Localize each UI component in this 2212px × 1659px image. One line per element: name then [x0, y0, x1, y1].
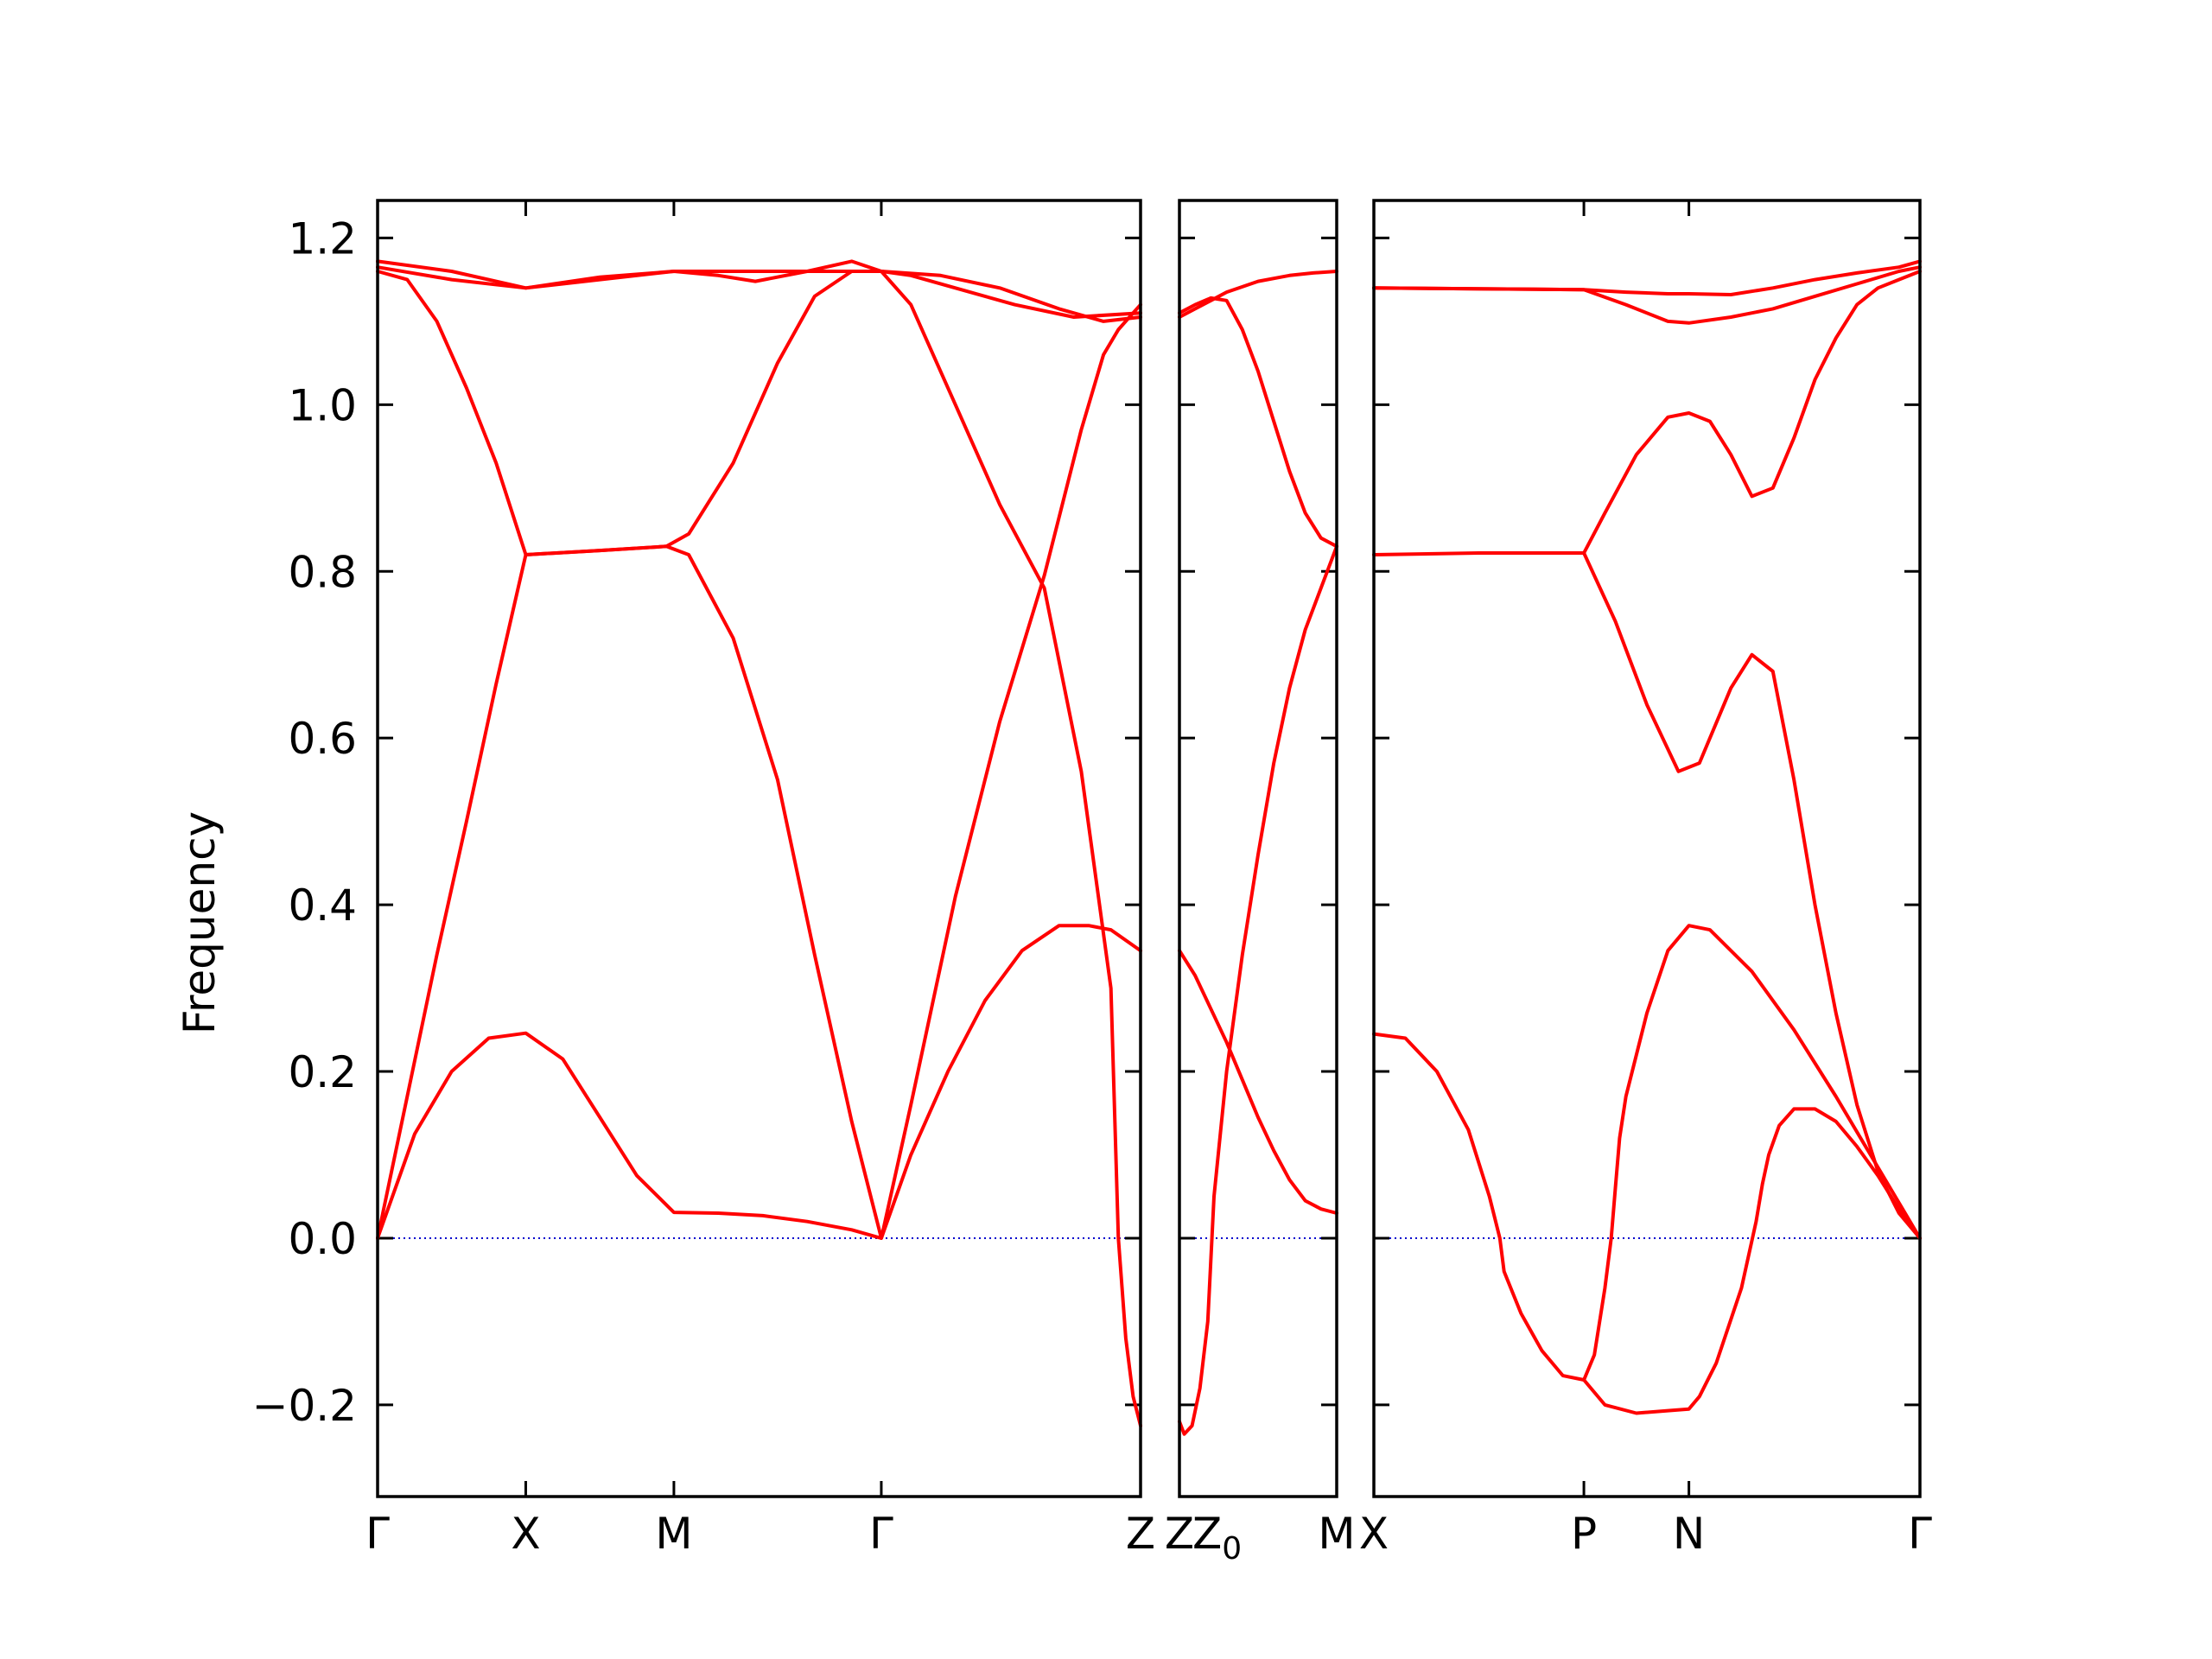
x-tick-label: Γ — [365, 1509, 390, 1559]
panel-frame — [376, 199, 1142, 1498]
x-tick-label: Z0 — [1192, 1509, 1242, 1567]
x-tick-label: Γ — [1908, 1509, 1932, 1559]
phonon-band-line — [1178, 296, 1338, 549]
phonon-band-line — [376, 265, 1142, 323]
x-tick-label: Γ — [869, 1509, 893, 1559]
y-tick-label: −0.2 — [252, 1381, 357, 1431]
x-tick-label: Z — [1126, 1509, 1155, 1559]
y-tick-label: 1.2 — [288, 213, 357, 264]
panel-2: ZZ0 M — [1165, 199, 1356, 1567]
phonon-band-line — [1178, 949, 1338, 1215]
y-tick-label: 0.0 — [288, 1214, 357, 1264]
phonon-band-line — [1582, 924, 1922, 1382]
phonon-band-line — [376, 924, 1142, 1240]
x-tick-label: X — [511, 1509, 540, 1559]
phonon-band-line — [376, 259, 1142, 319]
x-tick-label: N — [1673, 1509, 1705, 1559]
x-tick-label: X — [1359, 1509, 1389, 1559]
phonon-band-line — [1178, 544, 1338, 1436]
phonon-band-line — [1582, 270, 1922, 555]
x-tick-label: Z — [1165, 1509, 1194, 1559]
y-tick-label: 0.2 — [288, 1047, 357, 1097]
panel-1: Γ X M Γ Z −0.2 0.0 0.2 0.4 0.6 0.8 1.0 1.2 — [252, 199, 1155, 1559]
y-tick-label: 0.6 — [288, 714, 357, 764]
panel-frame — [1178, 199, 1338, 1498]
phonon-band-line — [1178, 270, 1338, 319]
phonon-band-line — [1372, 1032, 1922, 1415]
panel-frame — [1372, 199, 1922, 1498]
y-axis-label: Frequency — [175, 811, 225, 1034]
x-tick-label: M — [1318, 1509, 1355, 1559]
y-tick-label: 0.4 — [288, 880, 357, 931]
x-tick-label-subscript: 0 — [1222, 1531, 1242, 1567]
y-tick-label: 0.8 — [288, 547, 357, 597]
y-tick-label: 1.0 — [288, 380, 357, 430]
phonon-band-line — [376, 302, 1142, 1240]
x-tick-label: P — [1571, 1509, 1597, 1559]
phonon-band-line — [1372, 259, 1922, 296]
phonon-band-line — [376, 270, 1142, 1427]
phonon-band-line — [1372, 551, 1922, 1240]
x-tick-label: M — [655, 1509, 692, 1559]
